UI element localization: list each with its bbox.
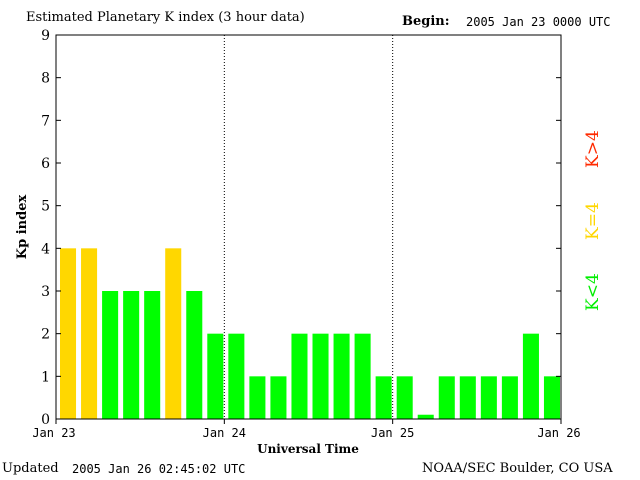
y-axis-ticks: 0 1 2 3 4 5 6 7 8 9 — [41, 28, 561, 428]
y-tick-label: 3 — [41, 284, 50, 300]
kp-bar — [60, 248, 77, 419]
kp-bar — [165, 248, 182, 419]
kp-bar — [480, 376, 497, 419]
begin-label: Begin: — [402, 14, 450, 29]
updated-value: 2005 Jan 26 02:45:02 UTC — [72, 462, 246, 476]
y-tick-label: 0 — [41, 412, 50, 428]
kp-bar — [459, 376, 476, 419]
kp-bar — [543, 376, 560, 419]
kp-bar — [81, 248, 98, 419]
y-tick-label: 2 — [41, 327, 50, 343]
kp-bar — [375, 376, 392, 419]
y-tick-label: 8 — [41, 71, 50, 87]
plot-frame — [55, 34, 562, 420]
kp-bar — [102, 291, 119, 419]
legend-high: K>4 — [583, 130, 603, 168]
y-tick-label: 4 — [41, 241, 50, 257]
x-tick-label: Jan 25 — [371, 426, 414, 440]
legend-mid: K=4 — [583, 202, 603, 240]
y-tick-label: 6 — [41, 156, 50, 172]
source-credit: NOAA/SEC Boulder, CO USA — [422, 461, 613, 476]
kp-bar — [396, 376, 413, 419]
chart-title: Estimated Planetary K index (3 hour data… — [26, 10, 305, 25]
kp-bar — [438, 376, 455, 419]
kp-bar — [228, 333, 245, 419]
y-tick-label: 7 — [41, 113, 50, 129]
kp-bar — [249, 376, 266, 419]
kp-bar — [291, 333, 308, 419]
updated-label: Updated — [2, 461, 59, 476]
kp-bar — [186, 291, 203, 419]
kp-bar — [333, 333, 350, 419]
legend-low: K<4 — [583, 273, 603, 311]
x-tick-label: Jan 23 — [32, 426, 75, 440]
y-axis-label: Kp index — [15, 195, 30, 260]
kp-bar — [522, 333, 539, 419]
kp-bar — [312, 333, 329, 419]
y-tick-label: 9 — [41, 28, 50, 44]
begin-value: 2005 Jan 23 0000 UTC — [466, 15, 611, 29]
x-tick-label: Jan 26 — [537, 426, 580, 440]
kp-bar — [501, 376, 518, 419]
kp-bars — [60, 248, 560, 419]
kp-bar — [144, 291, 161, 419]
kp-bar — [270, 376, 287, 419]
y-tick-label: 1 — [41, 369, 50, 385]
x-axis-ticks: Jan 23 Jan 24 Jan 25 Jan 26 — [32, 419, 581, 440]
x-tick-label: Jan 24 — [203, 426, 246, 440]
x-axis-label: Universal Time — [257, 442, 359, 456]
kp-bar — [354, 333, 371, 419]
y-tick-label: 5 — [41, 199, 50, 215]
kp-bar — [207, 333, 224, 419]
kp-bar — [123, 291, 140, 419]
day-gridlines — [223, 35, 394, 419]
kp-bar — [417, 414, 434, 419]
